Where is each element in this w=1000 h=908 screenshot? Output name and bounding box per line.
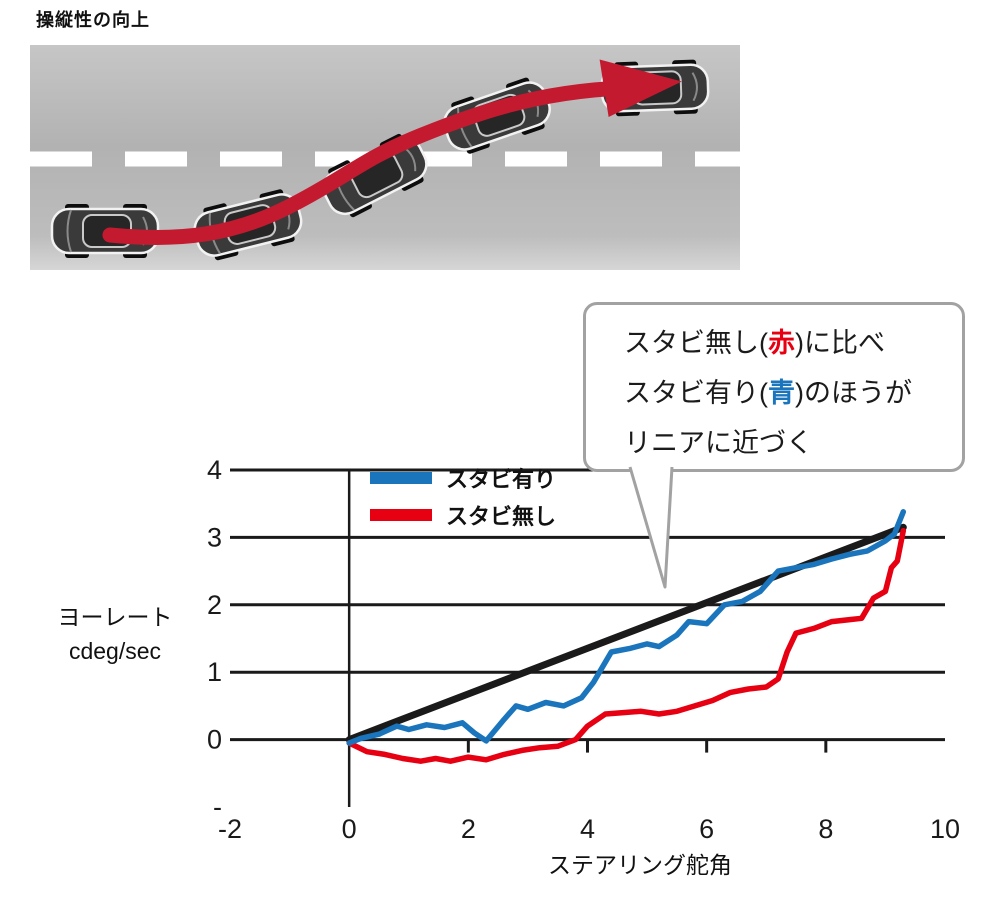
callout-line-2: スタビ有り(青)のほうが xyxy=(624,368,962,418)
series-without-stabilizer xyxy=(346,527,907,764)
callout-text: スタビ有り( xyxy=(624,378,768,408)
y-tick-label-1: 1 xyxy=(207,657,222,687)
legend-swatch-red xyxy=(370,508,432,521)
callout-text: )のほうが xyxy=(795,378,912,408)
x-tick-label-4: 4 xyxy=(580,814,595,844)
callout-accent-red: 赤 xyxy=(768,328,795,358)
legend-label-without-stabilizer: スタビ無し xyxy=(446,503,557,529)
y-tick-label-0: 0 xyxy=(207,725,222,755)
path-arrowhead-icon xyxy=(599,59,682,117)
callout-accent-blue: 青 xyxy=(768,378,795,408)
x-tick-label-0: 0 xyxy=(342,814,357,844)
x-tick-label-2: 2 xyxy=(461,814,476,844)
y-tick-label-4: 4 xyxy=(207,455,222,485)
y-tick-label-3: 3 xyxy=(207,522,222,552)
y-tick-label--: - xyxy=(213,792,222,822)
y-axis-label-line2: cdeg/sec xyxy=(68,638,162,664)
x-tick-label-6: 6 xyxy=(699,814,714,844)
page-title: 操縦性の向上 xyxy=(36,10,150,30)
x-tick-label-10: 10 xyxy=(930,814,960,844)
road-illustration xyxy=(30,45,740,270)
x-tick-label--2: -2 xyxy=(218,814,242,844)
series-linear-reference xyxy=(345,523,907,744)
y-axis-label: ヨーレート cdeg/sec xyxy=(30,600,200,668)
callout-text: )に比べ xyxy=(795,328,885,358)
callout-text: スタビ無し( xyxy=(624,328,768,358)
callout-bubble: スタビ無し(赤)に比べ スタビ有り(青)のほうが リニアに近づく xyxy=(583,302,965,472)
callout-line-3: リニアに近づく xyxy=(624,428,813,458)
chart-legend: スタビ有り スタビ無し xyxy=(370,459,556,533)
legend-item-with-stabilizer: スタビ有り xyxy=(370,459,556,496)
x-axis-label: ステアリング舵角 xyxy=(548,852,732,878)
legend-label-with-stabilizer: スタビ有り xyxy=(446,466,557,492)
y-axis-label-line1: ヨーレート xyxy=(57,604,173,630)
x-tick-label-8: 8 xyxy=(818,814,833,844)
legend-swatch-blue xyxy=(370,471,432,484)
path-arrow-icon xyxy=(102,80,630,245)
callout-line-1: スタビ無し(赤)に比べ xyxy=(624,318,962,368)
y-tick-label-2: 2 xyxy=(207,590,222,620)
legend-item-without-stabilizer: スタビ無し xyxy=(370,496,556,533)
series-with-stabilizer xyxy=(346,509,907,746)
